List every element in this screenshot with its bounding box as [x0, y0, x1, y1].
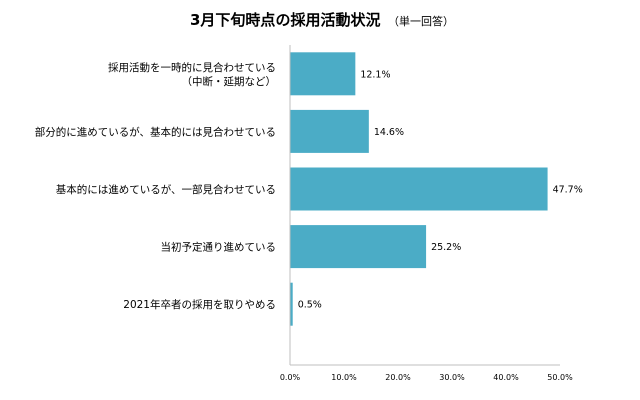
category-label-1-line-2: （中断・延期など） [182, 75, 277, 88]
bars-layer [290, 52, 548, 326]
category-label-2: 部分的に進めているが、基本的には見合わせている [35, 125, 276, 138]
x-tick-label-3: 20.0% [385, 373, 411, 382]
x-axis: 0.0% 10.0% 20.0% 30.0% 40.0% 50.0% [280, 45, 573, 382]
bar-4 [290, 225, 427, 269]
value-labels: 12.1% 14.6% 47.7% 25.2% 0.5% [298, 69, 583, 310]
category-label-4: 当初予定通り進めている [161, 241, 277, 254]
value-label-4: 25.2% [431, 242, 461, 253]
category-labels: 採用活動を一時的に見合わせている（中断・延期など） 部分的に進めているが、基本的に… [35, 61, 276, 311]
category-label-1-line-1: 採用活動を一時的に見合わせている [108, 61, 276, 74]
value-label-5: 0.5% [298, 300, 322, 311]
category-label-5: 2021年卒者の採用を取りやめる [123, 298, 276, 311]
value-label-2: 14.6% [374, 127, 404, 138]
value-label-3: 47.7% [553, 185, 583, 196]
x-tick-label-1: 0.0% [280, 373, 301, 382]
value-label-1: 12.1% [360, 69, 390, 80]
bar-1 [290, 52, 356, 96]
chart-title: 3月下旬時点の採用活動状況 [190, 11, 380, 29]
bar-5 [290, 282, 293, 326]
x-tick-label-2: 10.0% [331, 373, 357, 382]
bar-3 [290, 167, 548, 211]
x-tick-label-4: 30.0% [439, 373, 465, 382]
category-label-3: 基本的には進めているが、一部見合わせている [56, 183, 276, 196]
bar-2 [290, 109, 369, 153]
x-tick-label-5: 40.0% [493, 373, 519, 382]
chart-subtitle: （単一回答） [388, 14, 454, 28]
x-tick-label-6: 50.0% [547, 373, 573, 382]
